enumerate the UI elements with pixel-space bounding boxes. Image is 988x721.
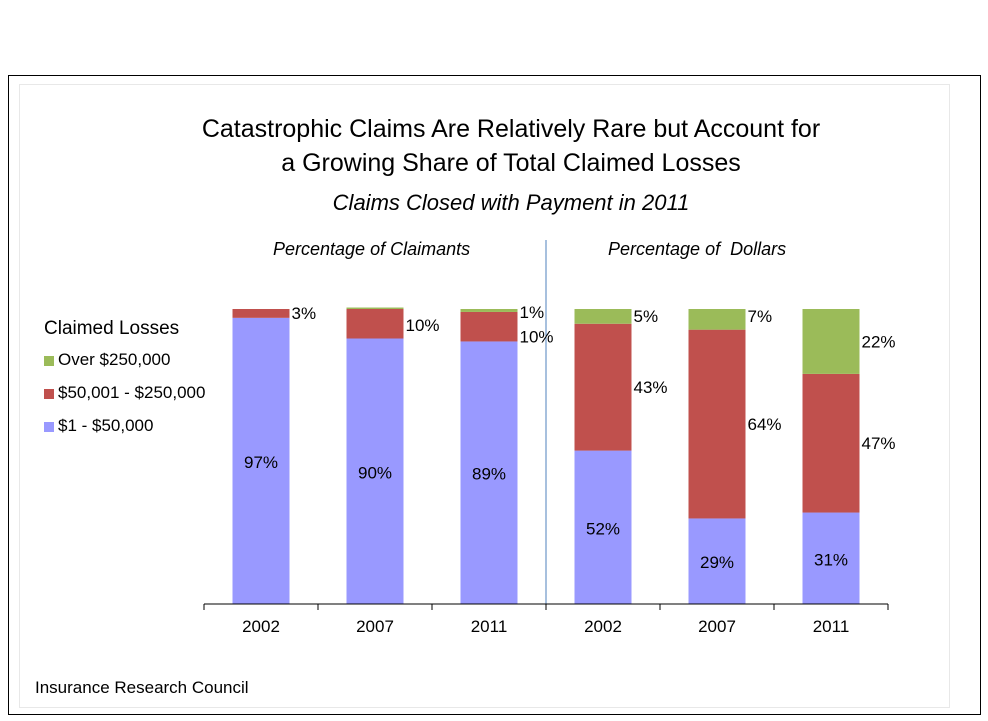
data-label: 3% — [292, 304, 317, 323]
bar-segment — [688, 309, 746, 330]
legend-swatch — [44, 422, 54, 432]
chart-frame — [8, 75, 981, 715]
chart-title-line-1: Catastrophic Claims Are Relatively Rare … — [201, 115, 821, 143]
data-label: 1% — [520, 303, 545, 322]
legend-label: $50,001 - $250,000 — [58, 383, 206, 402]
panel-label-claimants: Percentage of Claimants — [273, 239, 471, 259]
legend-item-50k-250k: $50,001 - $250,000 — [44, 383, 205, 416]
bar-segment — [802, 309, 860, 374]
legend-label: $1 - $50,000 — [58, 416, 154, 435]
data-label: 31% — [814, 550, 848, 569]
bar-segment — [460, 311, 518, 342]
legend-item-1-50k: $1 - $50,000 — [44, 416, 205, 449]
x-tick-label: 2007 — [356, 617, 394, 636]
bar-segment — [346, 309, 404, 339]
bar-segment — [232, 317, 290, 604]
data-label: 10% — [406, 316, 440, 335]
legend-swatch — [44, 389, 54, 399]
data-label: 43% — [634, 378, 668, 397]
chart-panel — [19, 84, 950, 708]
bar-segment — [346, 338, 404, 604]
data-label: 5% — [634, 307, 659, 326]
data-label: 97% — [244, 453, 278, 472]
data-label: 29% — [700, 553, 734, 572]
source-note: Insurance Research Council — [35, 678, 249, 697]
bar-segment — [574, 309, 632, 324]
x-tick-label: 2011 — [813, 617, 850, 636]
x-tick-label: 2002 — [242, 617, 280, 636]
data-label: 10% — [520, 327, 554, 346]
bar-segment — [574, 323, 632, 451]
data-label: 64% — [748, 415, 782, 434]
legend-item-over-250k: Over $250,000 — [44, 350, 205, 383]
bar-segment — [802, 373, 860, 513]
data-label: 89% — [472, 465, 506, 484]
data-label: 7% — [748, 307, 773, 326]
chart-title: Catastrophic Claims Are Relatively Rare … — [0, 112, 988, 180]
bar-segment — [574, 450, 632, 604]
bar-segment — [460, 309, 518, 312]
bar-segment — [232, 309, 290, 318]
data-label: 90% — [358, 463, 392, 482]
data-label: 47% — [862, 434, 896, 453]
x-tick-label: 2007 — [698, 617, 736, 636]
data-label: 22% — [862, 332, 896, 351]
bar-segment — [346, 307, 404, 309]
legend: Claimed Losses Over $250,000 $50,001 - $… — [44, 318, 205, 449]
chart-subtitle: Claims Closed with Payment in 2011 — [332, 190, 690, 215]
panel-label-dollars: Percentage of Dollars — [608, 239, 787, 259]
chart-title-line-2: a Growing Share of Total Claimed Losses — [281, 149, 741, 177]
bar-segment — [460, 341, 518, 604]
x-tick-label: 2011 — [471, 617, 508, 636]
bar-segment — [802, 512, 860, 604]
data-label: 52% — [586, 519, 620, 538]
legend-swatch — [44, 356, 54, 366]
x-tick-label: 2002 — [584, 617, 622, 636]
legend-title: Claimed Losses — [44, 318, 180, 339]
legend-label: Over $250,000 — [58, 350, 171, 369]
bar-segment — [688, 329, 746, 519]
bar-segment — [688, 518, 746, 604]
